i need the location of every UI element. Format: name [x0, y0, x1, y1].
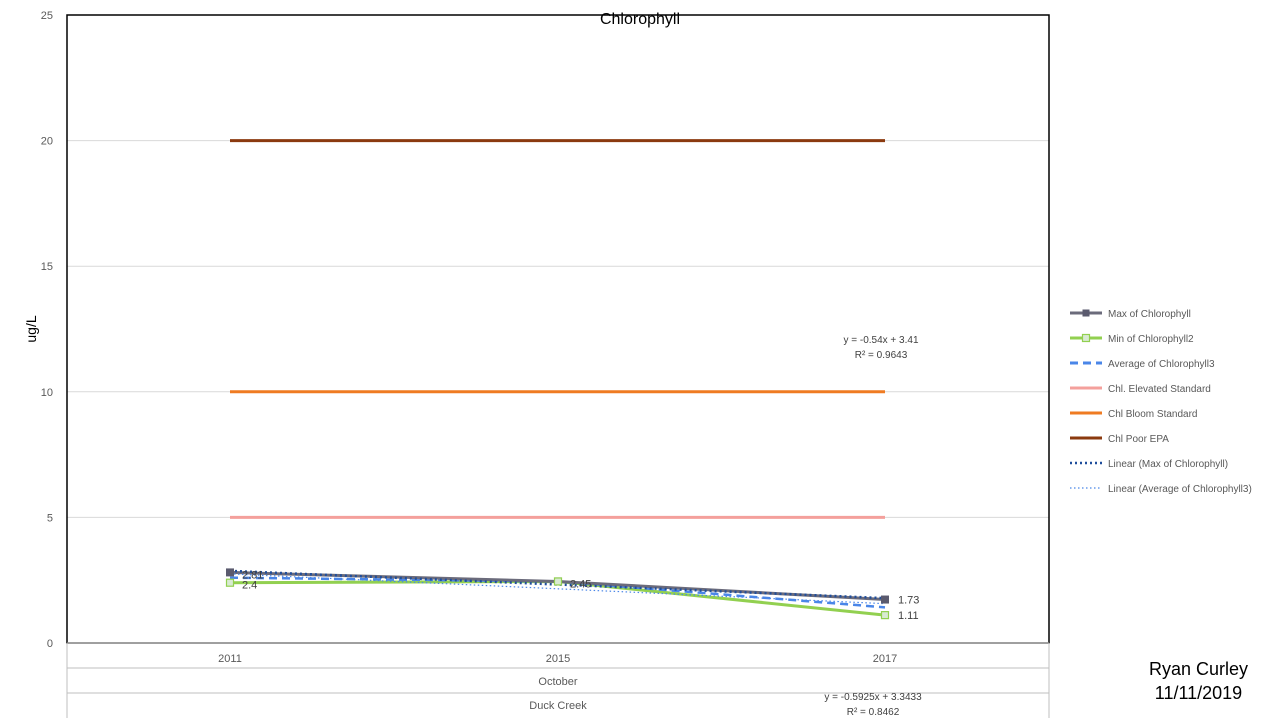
trendline-r2: R² = 0.9643	[855, 350, 908, 361]
legend-label: Average of Chlorophyll3	[1108, 359, 1215, 370]
data-label: 2.4	[242, 580, 257, 592]
y-tick-label: 5	[47, 512, 53, 524]
y-tick-label: 0	[47, 638, 53, 650]
author-name: Ryan Curley	[1148, 659, 1248, 679]
data-point	[880, 611, 890, 620]
x-group-label: October	[538, 676, 577, 688]
data-label: 1.73	[898, 595, 919, 607]
author-date: 11/11/2019	[1154, 683, 1243, 703]
legend-label: Linear (Average of Chlorophyll3)	[1108, 484, 1252, 495]
series-line	[229, 579, 886, 617]
x-group-label: Duck Creek	[529, 700, 587, 712]
legend-label: Min of Chlorophyll2	[1108, 334, 1194, 345]
data-label: 2.81	[242, 569, 263, 581]
y-tick-label: 15	[41, 261, 53, 273]
data-point	[553, 577, 563, 586]
y-axis-title: ug/L	[23, 315, 39, 342]
legend-label: Chl Bloom Standard	[1108, 409, 1198, 420]
series-line	[229, 570, 886, 602]
x-tick-label: 2011	[218, 653, 242, 665]
author-block: Ryan Curley 11/11/2019	[1149, 657, 1248, 705]
data-point	[226, 568, 234, 577]
chart-title: Chlorophyll	[600, 11, 680, 28]
y-tick-label: 10	[41, 387, 53, 399]
legend-label: Chl Poor EPA	[1108, 434, 1169, 445]
data-label: 1.11	[898, 610, 919, 622]
data-point	[881, 595, 889, 604]
trendline	[229, 573, 886, 605]
data-label: 2.45	[570, 578, 591, 590]
legend-marker	[1081, 333, 1091, 343]
plot-area-border	[66, 14, 1050, 644]
x-tick-label: 2017	[873, 653, 897, 665]
x-tick-label: 2015	[546, 653, 570, 665]
legend-label: Linear (Max of Chlorophyll)	[1108, 459, 1228, 470]
data-point	[225, 578, 235, 587]
y-tick-label: 20	[41, 136, 53, 148]
legend-label: Max of Chlorophyll	[1108, 309, 1191, 320]
y-tick-label: 25	[41, 10, 53, 22]
trendline-equation: y = -0.5925x + 3.3433	[824, 692, 922, 703]
trendline-r2: R² = 0.8462	[847, 707, 900, 718]
trendline-equation: y = -0.54x + 3.41	[843, 335, 918, 346]
legend-marker	[1082, 309, 1090, 317]
legend-label: Chl. Elevated Standard	[1108, 384, 1211, 395]
trendline	[229, 569, 886, 600]
